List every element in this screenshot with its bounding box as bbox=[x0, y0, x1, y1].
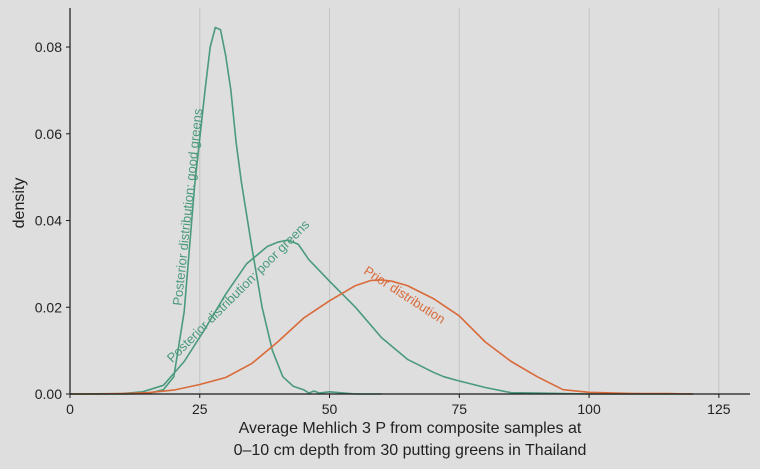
series-labels: Posterior distribution: good greensPoste… bbox=[164, 107, 448, 365]
x-tick-label-0: 0 bbox=[66, 401, 74, 417]
y-tick-label-1: 0.02 bbox=[35, 299, 62, 315]
series-label-2: Prior distribution bbox=[361, 263, 448, 327]
y-tick-label-0: 0.00 bbox=[35, 386, 62, 402]
x-tick-label-5: 125 bbox=[707, 401, 731, 417]
tick-labels: 0 25 50 75 100 125 0.00 0.02 0.04 0.06 0.08 bbox=[35, 39, 731, 417]
series-line-1 bbox=[69, 239, 693, 395]
series-line-0 bbox=[70, 26, 382, 395]
x-axis-label-line-1: Average Mehlich 3 P from composite sampl… bbox=[239, 420, 582, 437]
x-tick-label-2: 50 bbox=[322, 401, 338, 417]
grid-lines bbox=[69, 8, 720, 394]
series-line-2 bbox=[70, 279, 693, 395]
y-tick-label-3: 0.06 bbox=[35, 126, 62, 142]
y-axis-label: density bbox=[11, 178, 28, 229]
x-tick-label-4: 100 bbox=[577, 401, 601, 417]
x-tick-label-3: 75 bbox=[452, 401, 468, 417]
axes bbox=[69, 8, 750, 395]
y-tick-label-4: 0.08 bbox=[35, 39, 62, 55]
x-axis-label-line-2: 0–10 cm depth from 30 putting greens in … bbox=[234, 442, 587, 459]
y-tick-label-2: 0.04 bbox=[35, 213, 62, 229]
series-lines bbox=[69, 26, 693, 395]
x-tick-label-1: 25 bbox=[192, 401, 208, 417]
